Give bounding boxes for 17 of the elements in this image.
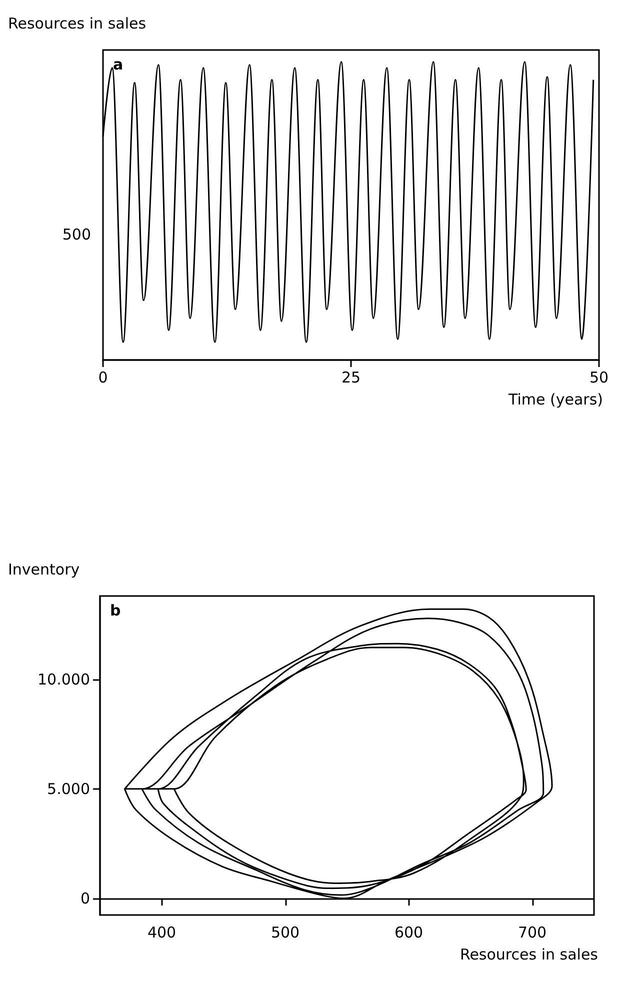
y-tick-label: 10.000 bbox=[38, 670, 90, 688]
chart-title: b bbox=[110, 602, 121, 620]
y-axis-title: Resources in sales bbox=[8, 14, 146, 32]
x-tick-label: 500 bbox=[270, 924, 300, 942]
y-axis-title: Inventory bbox=[8, 560, 80, 578]
x-axis-title: Resources in sales bbox=[460, 946, 598, 964]
x-tick-label: 400 bbox=[147, 924, 176, 942]
text: 500 bbox=[62, 226, 91, 244]
x-tick-label: 0 bbox=[98, 368, 108, 386]
y-tick-label: 5.000 bbox=[47, 780, 90, 798]
x-tick-label: 700 bbox=[518, 924, 547, 942]
chart-title: a bbox=[113, 56, 124, 74]
x-tick-label: 50 bbox=[589, 368, 609, 386]
x-axis-title: Time (years) bbox=[508, 390, 603, 408]
y-tick-label: 0 bbox=[80, 890, 90, 908]
x-tick-label: 600 bbox=[394, 924, 424, 942]
x-tick-label: 25 bbox=[341, 368, 361, 386]
